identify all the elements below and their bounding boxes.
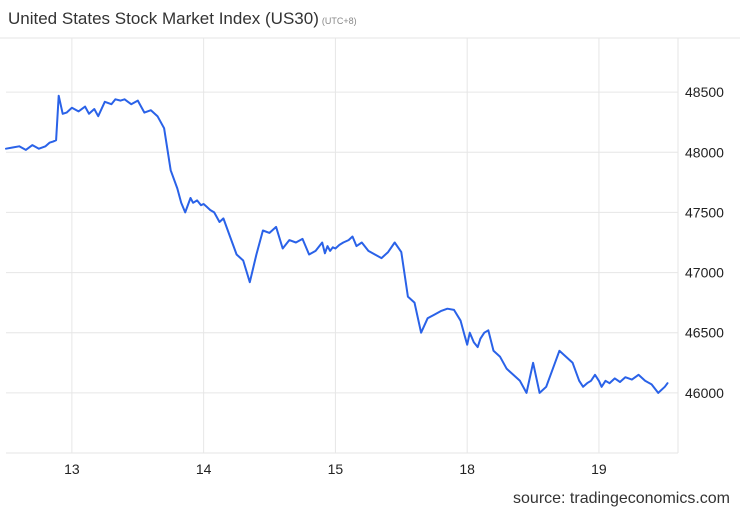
series-line-group <box>5 94 669 394</box>
y-tick-label: 47000 <box>685 265 724 281</box>
y-tick-label: 46500 <box>685 325 724 341</box>
y-tick-label: 46000 <box>685 385 724 401</box>
x-tick-label: 13 <box>64 461 80 477</box>
grid-lines <box>0 37 740 454</box>
source-credit: source: tradingeconomics.com <box>513 490 730 507</box>
x-tick-label: 15 <box>328 461 344 477</box>
series-line <box>5 94 669 394</box>
x-tick-label: 14 <box>196 461 212 477</box>
y-tick-label: 48500 <box>685 84 724 100</box>
x-tick-label: 18 <box>459 461 475 477</box>
x-tick-label: 19 <box>591 461 607 477</box>
chart-title-row: United States Stock Market Index (US30)(… <box>8 9 357 29</box>
timezone-label: (UTC+8) <box>321 16 357 26</box>
y-tick-labels: 46000 46500 47000 47500 48000 48500 <box>685 84 724 401</box>
x-tick-labels: 13 14 15 18 19 <box>64 461 607 477</box>
y-tick-label: 47500 <box>685 204 724 220</box>
y-tick-label: 48000 <box>685 144 724 160</box>
chart-title: United States Stock Market Index (US30) <box>8 9 319 28</box>
